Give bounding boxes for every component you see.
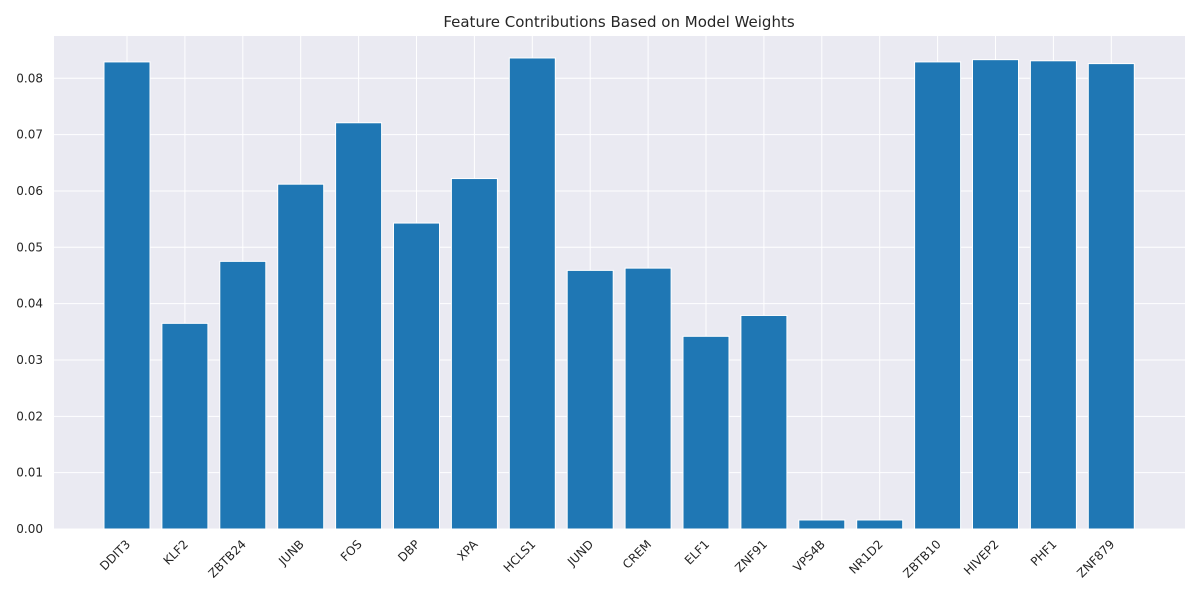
- bar-phf1: [1029, 60, 1077, 530]
- x-tick-label: HIVEP2: [961, 537, 1001, 577]
- x-tick-label: ZNF91: [732, 537, 770, 575]
- x-axis: DDIT3 KLF2 ZBTB24 JUNB FOS DBP XPA HCLS1 JUND CRE…: [97, 537, 1117, 581]
- bar-dbp: [393, 222, 440, 530]
- y-tick-label: 0.03: [16, 353, 43, 367]
- x-tick-label: HCLS1: [501, 537, 539, 575]
- x-tick-label: PHF1: [1028, 537, 1060, 569]
- y-tick-label: 0.04: [16, 297, 43, 311]
- x-tick-label: KLF2: [161, 537, 191, 567]
- x-tick-label: ELF1: [682, 537, 712, 567]
- x-tick-label: XPA: [454, 537, 481, 564]
- bar-klf2: [161, 322, 209, 530]
- y-axis: 0.00 0.01 0.02 0.03 0.04 0.05 0.06 0.07 0.08: [16, 71, 43, 536]
- y-tick-label: 0.06: [16, 184, 43, 198]
- y-tick-label: 0.08: [16, 71, 43, 85]
- bar-zbtb24: [219, 260, 267, 530]
- bar-nr1d2: [856, 519, 904, 530]
- bar-elf1: [682, 335, 730, 530]
- x-tick-label: JUND: [564, 537, 596, 569]
- bar-vps4b: [798, 519, 846, 530]
- y-tick-label: 0.05: [16, 240, 43, 254]
- bar-jund: [566, 269, 614, 530]
- x-tick-label: FOS: [338, 537, 365, 564]
- bar-hivep2: [972, 59, 1019, 530]
- y-tick-label: 0.02: [16, 409, 43, 423]
- x-tick-label: ZNF879: [1074, 537, 1117, 580]
- y-tick-label: 0.07: [16, 128, 43, 142]
- x-tick-label: DBP: [395, 537, 422, 564]
- y-tick-label: 0.00: [16, 522, 43, 536]
- x-tick-label: NR1D2: [846, 537, 885, 576]
- chart-title: Feature Contributions Based on Model Wei…: [443, 13, 794, 31]
- x-tick-label: ZBTB10: [900, 537, 943, 580]
- bar-crem: [624, 267, 672, 530]
- x-tick-label: ZBTB24: [206, 537, 249, 580]
- bar-znf879: [1087, 63, 1135, 530]
- bar-zbtb10: [914, 61, 962, 530]
- bar-junb: [277, 183, 325, 530]
- bar-ddit3: [103, 61, 151, 530]
- y-tick-label: 0.01: [16, 466, 43, 480]
- bar-xpa: [450, 178, 498, 530]
- bars: [103, 57, 1135, 530]
- bar-hcls1: [508, 57, 556, 530]
- x-tick-label: VPS4B: [790, 537, 827, 574]
- bar-znf91: [740, 314, 788, 530]
- x-tick-label: CREM: [620, 537, 654, 571]
- x-tick-label: JUNB: [275, 537, 306, 568]
- x-tick-label: DDIT3: [97, 537, 133, 573]
- bar-fos: [335, 122, 383, 530]
